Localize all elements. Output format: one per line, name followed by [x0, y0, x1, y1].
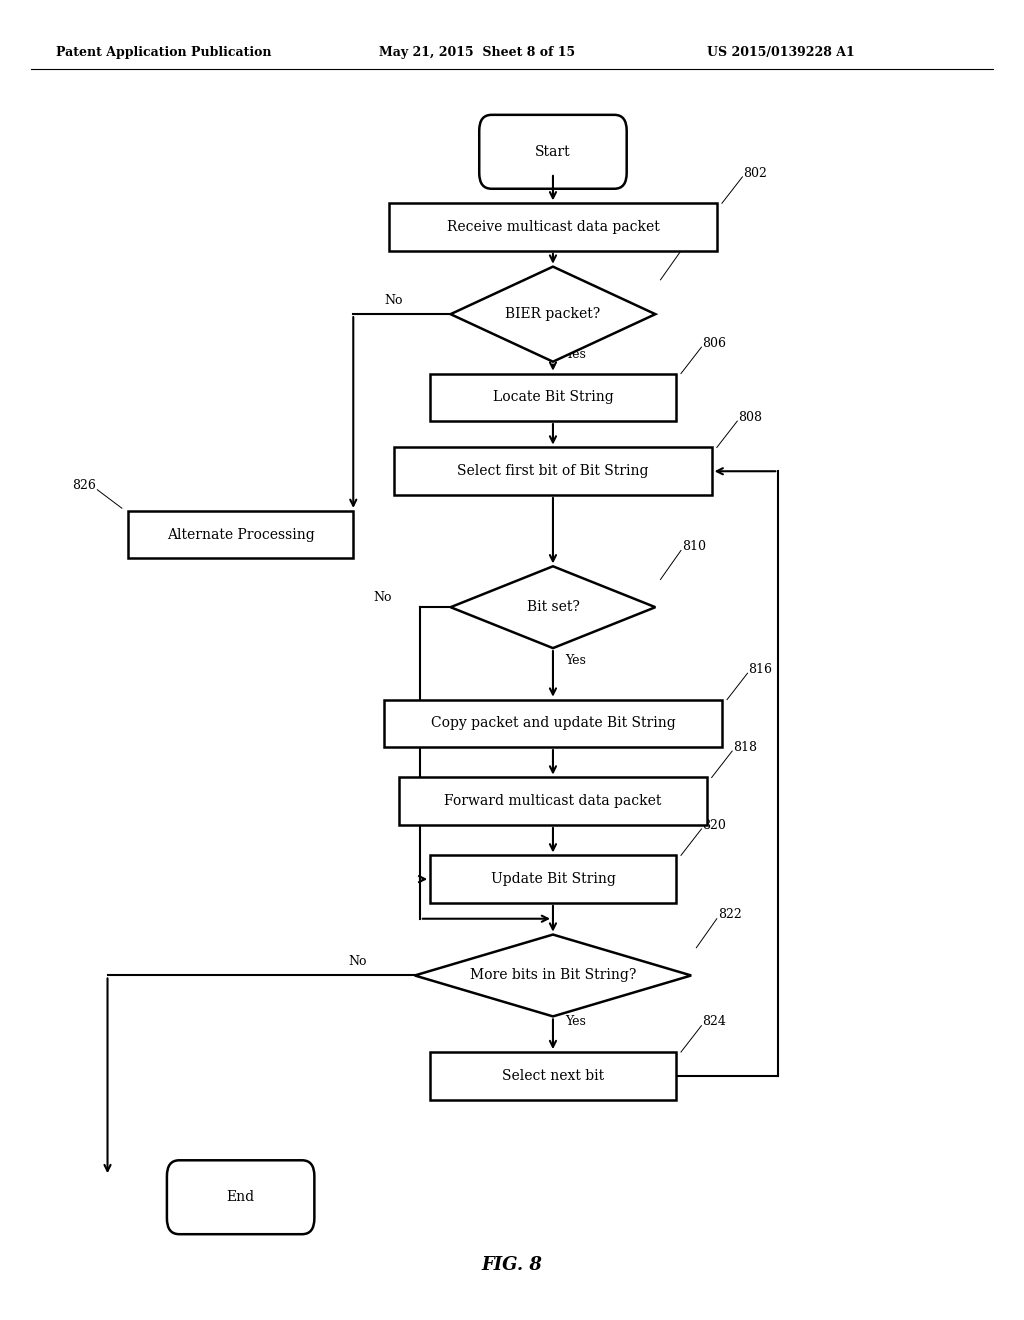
Text: Receive multicast data packet: Receive multicast data packet — [446, 220, 659, 234]
Text: 804: 804 — [682, 240, 706, 253]
Text: Yes: Yes — [565, 655, 586, 667]
Bar — [430, 1052, 676, 1100]
Text: Bit set?: Bit set? — [526, 601, 580, 614]
Text: 806: 806 — [702, 337, 726, 350]
Text: Select first bit of Bit String: Select first bit of Bit String — [457, 465, 649, 478]
Bar — [394, 447, 712, 495]
Text: Locate Bit String: Locate Bit String — [493, 391, 613, 404]
Text: 808: 808 — [738, 411, 762, 424]
Text: Select next bit: Select next bit — [502, 1069, 604, 1082]
Bar — [430, 374, 676, 421]
Text: No: No — [374, 590, 392, 603]
Text: More bits in Bit String?: More bits in Bit String? — [470, 969, 636, 982]
Polygon shape — [451, 267, 655, 362]
Text: Forward multicast data packet: Forward multicast data packet — [444, 795, 662, 808]
Text: 822: 822 — [718, 908, 741, 921]
Text: Copy packet and update Bit String: Copy packet and update Bit String — [430, 717, 676, 730]
Text: 816: 816 — [749, 663, 772, 676]
Polygon shape — [415, 935, 691, 1016]
Text: Yes: Yes — [565, 1015, 586, 1027]
Bar — [384, 700, 722, 747]
Text: 820: 820 — [702, 818, 726, 832]
Text: No: No — [384, 293, 402, 306]
Text: 810: 810 — [682, 540, 706, 553]
Polygon shape — [451, 566, 655, 648]
Text: US 2015/0139228 A1: US 2015/0139228 A1 — [707, 46, 854, 59]
Text: No: No — [348, 954, 367, 968]
Text: Update Bit String: Update Bit String — [490, 873, 615, 886]
Text: Alternate Processing: Alternate Processing — [167, 528, 314, 541]
Text: 826: 826 — [72, 479, 95, 492]
Bar — [399, 777, 707, 825]
Text: 802: 802 — [743, 166, 767, 180]
Text: BIER packet?: BIER packet? — [505, 308, 601, 321]
Text: Patent Application Publication: Patent Application Publication — [56, 46, 271, 59]
Text: Yes: Yes — [565, 348, 586, 362]
Text: 818: 818 — [733, 741, 757, 754]
FancyBboxPatch shape — [167, 1160, 314, 1234]
FancyBboxPatch shape — [479, 115, 627, 189]
Text: Start: Start — [536, 145, 570, 158]
Bar — [430, 855, 676, 903]
Text: 824: 824 — [702, 1015, 726, 1028]
Bar — [389, 203, 717, 251]
Text: End: End — [226, 1191, 255, 1204]
Text: FIG. 8: FIG. 8 — [481, 1255, 543, 1274]
Text: May 21, 2015  Sheet 8 of 15: May 21, 2015 Sheet 8 of 15 — [379, 46, 575, 59]
Bar — [128, 511, 353, 558]
